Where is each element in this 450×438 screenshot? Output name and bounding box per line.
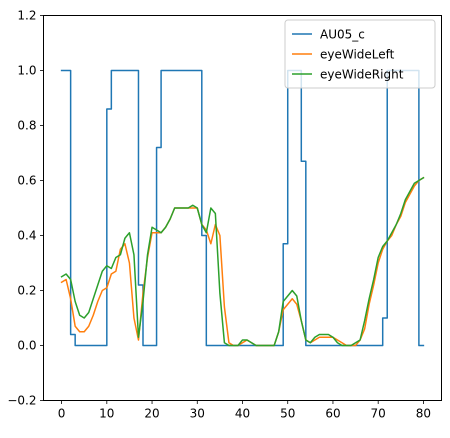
x-tick-label: 0 — [58, 407, 66, 421]
y-tick-label: 0.8 — [17, 119, 36, 133]
y-tick-label: 1.0 — [17, 64, 36, 78]
y-tick-label: 0.0 — [17, 339, 36, 353]
series-line-eyewideright — [60, 176, 425, 347]
legend-label: AU05_c — [320, 27, 365, 41]
x-axis: 0 10 20 30 40 50 60 70 80 — [58, 400, 431, 421]
legend-label: eyeWideLeft — [320, 47, 395, 61]
x-tick-label: 20 — [144, 407, 159, 421]
x-tick-label: 30 — [190, 407, 205, 421]
y-axis: −0.2 0.0 0.2 0.4 0.6 0.8 1.0 1.2 — [7, 9, 44, 408]
x-tick-label: 70 — [371, 407, 386, 421]
x-tick-label: 80 — [416, 407, 431, 421]
x-tick-label: 40 — [235, 407, 250, 421]
y-tick-label: 0.4 — [17, 229, 36, 243]
y-tick-label: 0.2 — [17, 284, 36, 298]
series-layer — [60, 69, 425, 347]
x-tick-label: 60 — [325, 407, 340, 421]
legend-box — [284, 19, 436, 89]
y-tick-label: 0.6 — [17, 174, 36, 188]
legend: AU05_c eyeWideLeft eyeWideRight — [284, 19, 436, 89]
legend-label: eyeWideRight — [320, 67, 404, 81]
x-tick-label: 10 — [99, 407, 114, 421]
x-tick-label: 50 — [280, 407, 295, 421]
y-tick-label: −0.2 — [7, 394, 36, 408]
y-tick-label: 1.2 — [17, 9, 36, 23]
